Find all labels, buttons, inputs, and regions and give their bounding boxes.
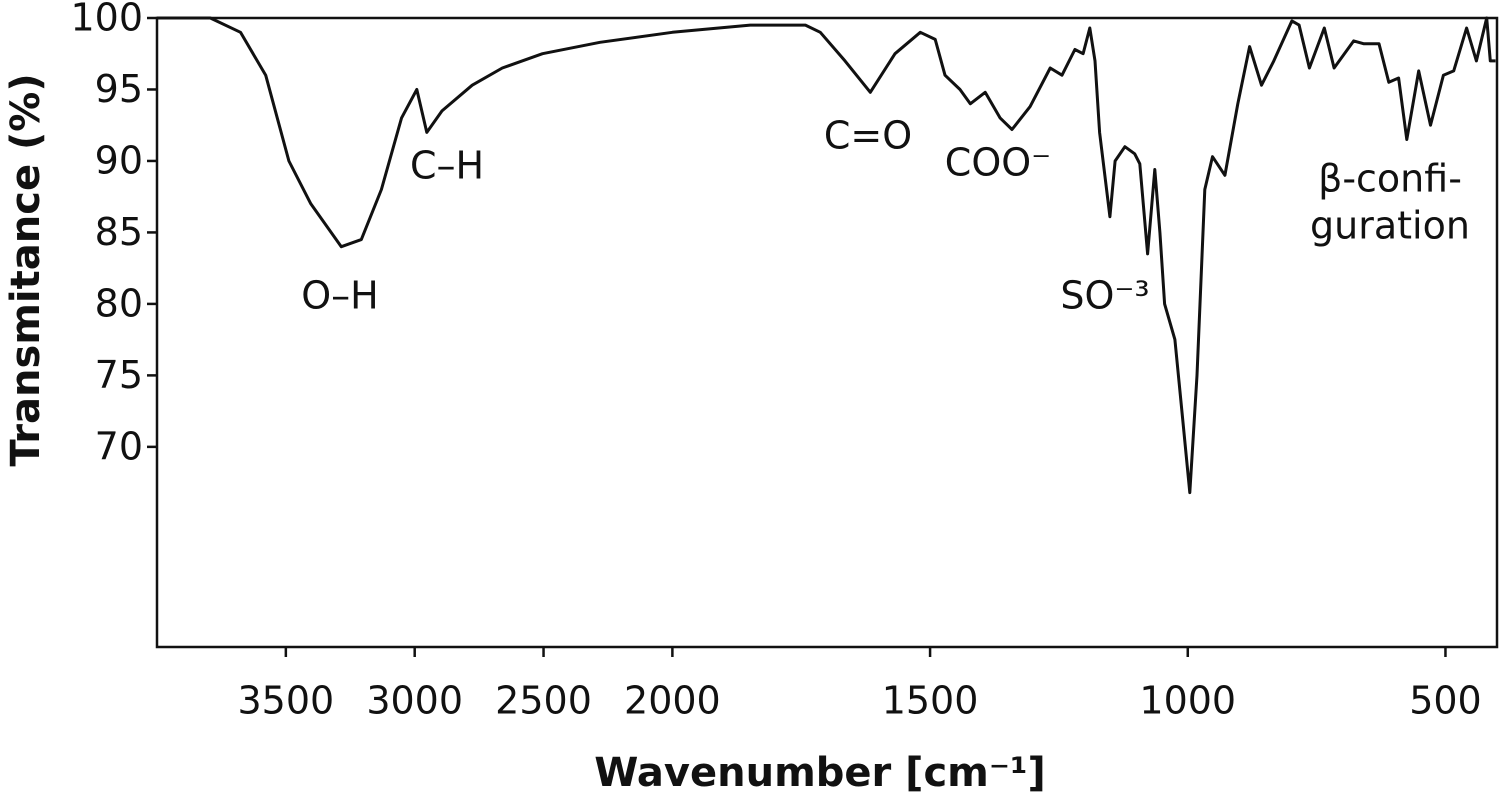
y-tick-label: 80 [95,281,143,325]
spectrum-line [157,16,1496,495]
x-tick-label: 3000 [366,679,463,723]
x-tick-label: 1500 [882,679,979,723]
y-axis-title: Transmitance (%) [3,73,49,466]
x-tick-label: 3500 [237,679,334,723]
x-tick-label: 2000 [624,679,721,723]
y-tick-label: 95 [95,67,143,111]
x-axis-title: Wavenumber [cm⁻¹] [594,750,1046,796]
plot-frame [155,16,1499,649]
y-tick-label: 75 [95,353,143,397]
x-tick-label: 1000 [1139,679,1236,723]
x-tick-label: 2500 [495,679,592,723]
peak-annotation: SO⁻³ [1060,274,1149,318]
peak-annotation: guration [1310,204,1470,248]
y-tick-label: 70 [95,424,143,468]
peak-annotation: C–H [410,144,484,188]
peak-annotation: β-confi- [1318,157,1462,201]
peak-annotation: C=O [824,114,912,158]
peak-annotation: O–H [301,274,378,318]
y-tick-label: 100 [70,0,143,40]
peak-annotation: COO⁻ [945,141,1051,185]
x-tick-label: 500 [1409,679,1482,723]
y-tick-label: 85 [95,210,143,254]
y-tick-label: 90 [95,138,143,182]
